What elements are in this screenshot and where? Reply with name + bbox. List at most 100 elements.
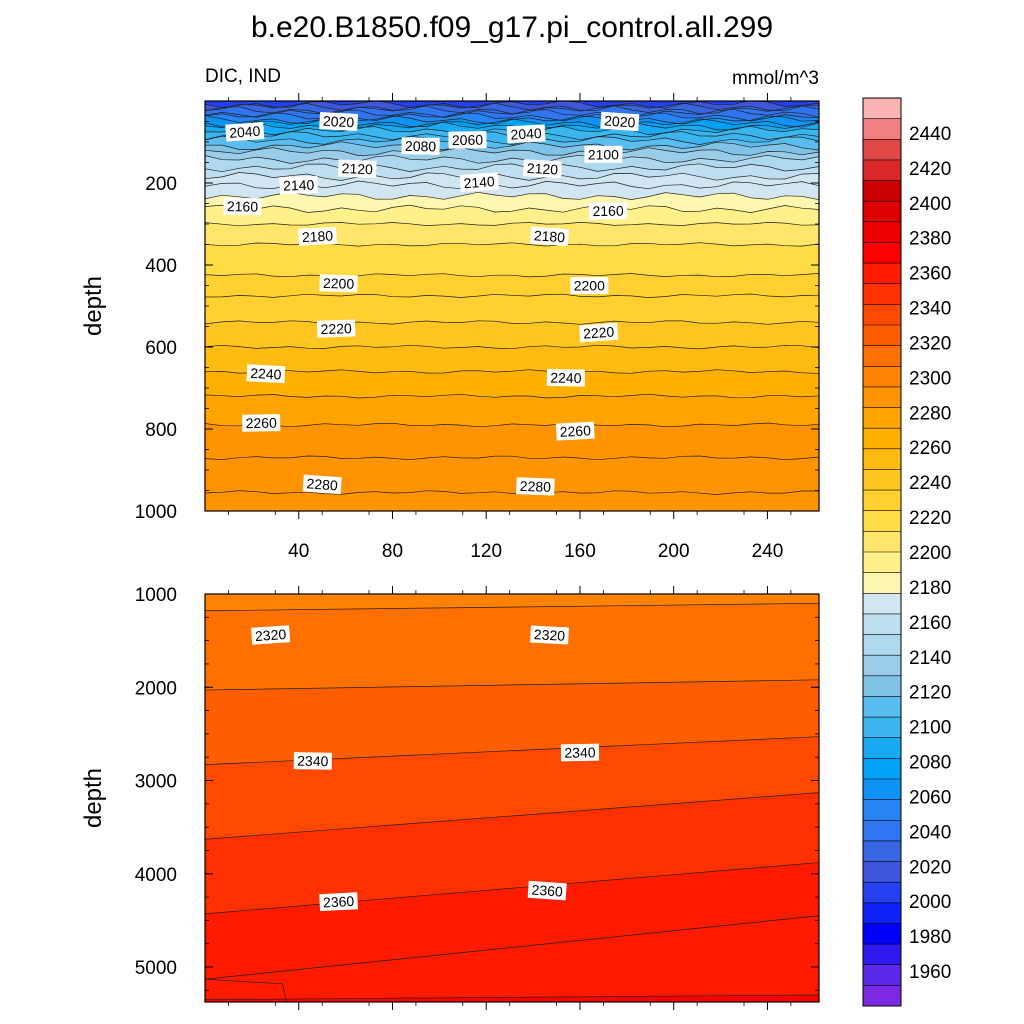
colorbar-label: 2360 [909,264,951,285]
upper-contour-line [205,115,819,125]
upper-contour-label-box [459,172,499,193]
upper-axes: 200 400 600 800 1000 40 80 120 160 200 240 [135,93,819,562]
upper-x-tick-label: 80 [382,541,403,562]
upper-contour-line [205,141,819,151]
colorbar-swatch [863,944,901,966]
upper-contour-line [205,222,819,227]
lower-band [205,603,819,691]
lower-contour-label-text: 2320 [255,626,287,644]
upper-contour-label-text: 2020 [323,113,355,131]
upper-contour-label: 2220 [579,322,619,343]
colorbar-swatch [863,840,901,862]
lower-contour-label: 2340 [560,743,600,762]
lower-contour-label-text: 2340 [297,753,329,770]
upper-band [205,344,819,374]
upper-contour-label: 2260 [242,414,281,432]
upper-contour-line [205,293,819,298]
upper-contour-label-box [516,477,555,496]
upper-contour-label-text: 2080 [405,138,437,155]
upper-panel: 2040 2020 2080 2060 2040 2020 2120 2100 2140 2140… [80,93,820,562]
colorbar-swatch [863,283,901,305]
upper-contour-label-box [579,322,619,343]
upper-contour-label: 2020 [600,111,640,132]
colorbar-label: 2100 [909,718,951,739]
upper-contour-label-text: 2240 [550,370,582,387]
colorbar-swatch [863,98,901,120]
upper-contour-label-box [242,414,281,432]
upper-contour-label-box [523,159,562,179]
colorbar-swatch [863,242,901,264]
colorbar-label: 2180 [909,578,951,599]
upper-contour-label-text: 2200 [574,278,605,294]
upper-contour-label-text: 2120 [527,160,559,178]
lower-contour-label: 2320 [530,625,569,645]
upper-contour-line [205,191,819,201]
colorbar-swatch [863,655,901,677]
upper-contour-label-text: 2120 [341,160,373,177]
figure-title: b.e20.B1850.f09_g17.pi_control.all.299 [251,11,773,44]
upper-contour-label-text: 2260 [245,415,277,432]
upper-x-tick-label: 240 [752,541,784,562]
colorbar-swatch [863,407,901,429]
upper-band [205,293,819,325]
upper-contour-label: 2200 [319,274,358,293]
colorbar-label: 2060 [909,788,951,809]
lower-y-tick-label: 2000 [135,678,177,699]
upper-contour-labels: 2040 2020 2080 2060 2040 2020 2120 2100 2140 2140… [223,111,640,496]
lower-contour-label: 2320 [251,625,291,645]
lower-contour-line [205,602,819,612]
colorbar-swatch [863,366,901,388]
lower-contour-label-text: 2360 [323,893,355,911]
lower-band [205,594,819,612]
colorbar-swatch [863,634,901,656]
lower-contour-line [205,978,288,1002]
colorbar-swatch [863,159,901,181]
colorbar-label: 2000 [909,892,951,913]
colorbar-swatch [863,201,901,223]
upper-contour-label: 2160 [223,197,262,216]
upper-contour-label-box [246,364,286,384]
lower-y-tick-label: 3000 [135,772,177,793]
colorbar-swatch [863,613,901,635]
upper-contour-label-box [319,112,359,131]
upper-contour-label-text: 2240 [250,365,282,383]
colorbar-label: 2160 [909,613,951,634]
lower-contour-label: 2360 [527,880,567,901]
lower-contour-label-box [527,880,567,901]
upper-contour-label: 2080 [401,137,440,155]
upper-contour-label-text: 2140 [283,177,315,194]
lower-contour-label-box [251,625,291,645]
lower-panel: 2320 2320 2340 2340 2360 2360 1000 2000 3000 400… [80,585,820,1010]
upper-contour-label-box [448,131,487,149]
colorbar-swatch [863,221,901,243]
upper-contour-label-box [555,421,595,441]
upper-contour-label-box [600,111,640,132]
upper-contour-label: 2140 [459,172,499,193]
colorbar-swatch [863,386,901,408]
upper-x-tick-label: 200 [658,541,690,562]
upper-contour-line [205,118,819,128]
lower-contour-label-box [560,743,600,762]
upper-y-tick-label: 1000 [135,502,177,523]
upper-contour-label-text: 2160 [227,198,259,215]
upper-contour-label-text: 2220 [320,320,352,337]
upper-contour-label: 2220 [316,319,356,338]
lower-contour-label-box [293,752,332,770]
colorbar-label: 2240 [909,473,951,494]
upper-contour-label-box [223,197,262,216]
upper-x-tick-label: 40 [288,541,309,562]
lower-contour-line [205,994,819,1001]
upper-band [205,422,819,461]
upper-band [205,393,819,428]
colorbar-label: 2260 [909,438,951,459]
upper-contour-label-box [225,121,265,142]
colorbar-swatch [863,861,901,883]
colorbar-label: 2140 [909,648,951,669]
upper-y-tick-label: 600 [145,338,177,359]
upper-contour-label-text: 2040 [229,123,261,141]
colorbar-swatch [863,304,901,326]
colorbar-label: 2380 [909,229,951,250]
upper-x-tick-label: 120 [470,541,502,562]
upper-contour-line [205,121,819,131]
